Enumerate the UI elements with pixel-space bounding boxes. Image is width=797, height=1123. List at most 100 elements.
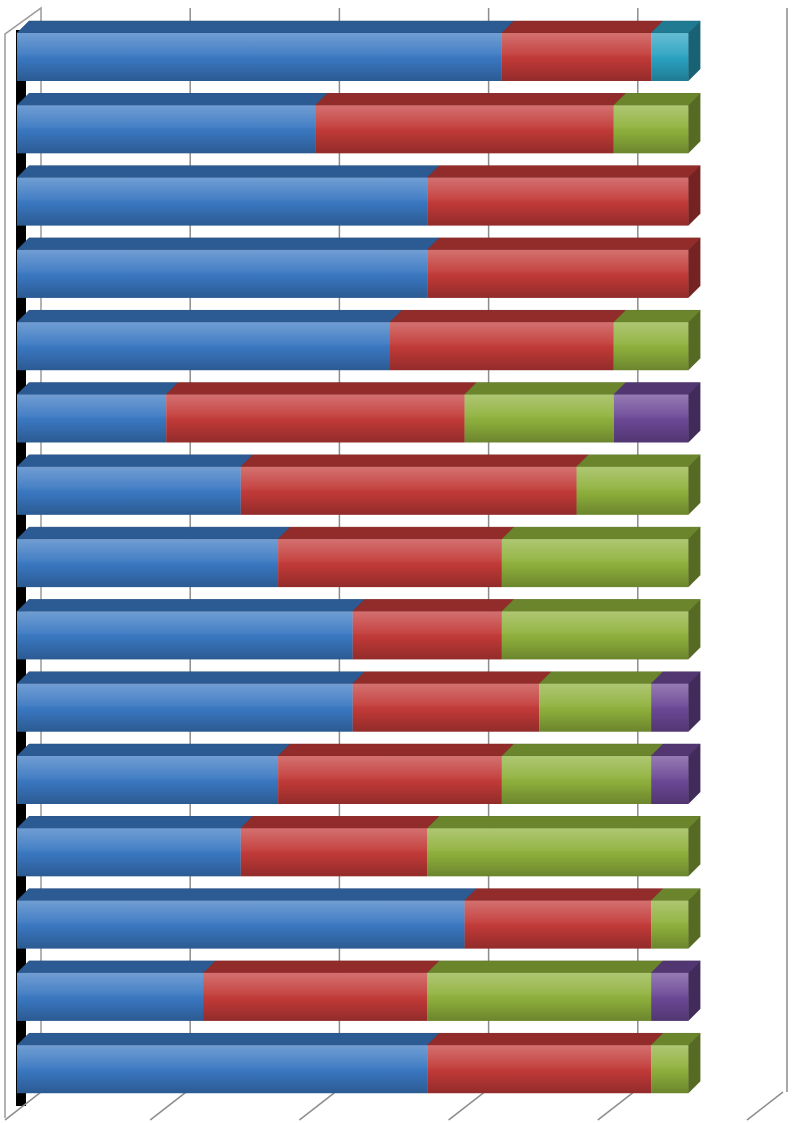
- bar-segment-shine: [464, 900, 652, 949]
- bar-end-cap: [688, 960, 701, 1021]
- bar-segment-top: [426, 1032, 664, 1046]
- bar-group-4: [16, 237, 702, 298]
- bar-end-cap: [688, 93, 701, 154]
- bar-end-cap: [688, 21, 701, 81]
- bar-segment-shine: [464, 394, 614, 443]
- bar-segment-top: [613, 382, 702, 395]
- bar-segment-shine: [240, 828, 428, 877]
- bar-segment-shine: [390, 322, 614, 371]
- bar-segment-shine: [427, 249, 689, 298]
- bar-group-6: [16, 382, 702, 443]
- bar-segment-top: [389, 309, 627, 323]
- bar-end-cap: [688, 744, 701, 804]
- bar-segment-top: [277, 743, 515, 757]
- bar-segment-shine: [501, 756, 652, 804]
- bar-segment-shine: [651, 33, 689, 81]
- floor-gridline: [448, 1091, 486, 1121]
- bar-segment-shine: [651, 900, 689, 949]
- bar-segment-top: [613, 93, 702, 106]
- bar-segment-top: [501, 599, 702, 612]
- bar-end-cap: [688, 454, 701, 515]
- bar-segment-shine: [17, 322, 390, 371]
- bar-segment-shine: [501, 539, 689, 588]
- bar-group-10: [16, 671, 702, 732]
- bar-segment-top: [16, 309, 403, 323]
- bar-segment-top: [240, 454, 590, 468]
- bar-segment-top: [16, 382, 179, 395]
- bar-group-14: [16, 960, 702, 1021]
- bar-segment-shine: [17, 900, 465, 949]
- bars-layer: [16, 20, 702, 1094]
- bar-group-11: [16, 743, 702, 804]
- bar-segment-top: [16, 165, 440, 178]
- bar-segment-top: [501, 20, 664, 34]
- bar-group-7: [16, 454, 702, 515]
- bar-segment-top: [352, 599, 515, 612]
- bar-segment-shine: [17, 394, 167, 443]
- bar-segment-shine: [576, 466, 689, 515]
- bar-segment-top: [240, 816, 440, 829]
- bar-segment-shine: [613, 322, 689, 371]
- floor-gridline: [746, 1091, 784, 1121]
- bar-segment-shine: [17, 466, 241, 515]
- bar-segment-top: [501, 743, 664, 757]
- bar-segment-shine: [278, 539, 502, 588]
- bar-segment-top: [165, 382, 478, 395]
- bar-segment-top: [426, 237, 702, 251]
- bar-end-cap: [688, 816, 701, 877]
- bar-segment-shine: [17, 1045, 428, 1094]
- bar-end-cap: [688, 671, 701, 732]
- bar-segment-shine: [203, 972, 428, 1021]
- bar-segment-shine: [17, 828, 241, 877]
- bar-group-9: [16, 599, 702, 660]
- bar-segment-shine: [240, 466, 577, 515]
- bar-segment-shine: [651, 1045, 689, 1094]
- floor-gridline: [149, 1091, 187, 1121]
- bar-segment-shine: [17, 249, 428, 298]
- bar-segment-top: [352, 671, 552, 684]
- bar-segment-top: [16, 743, 291, 757]
- bar-group-1: [16, 20, 702, 81]
- bar-segment-top: [575, 454, 702, 468]
- bar-segment-shine: [17, 683, 353, 732]
- bar-segment-shine: [315, 105, 614, 154]
- bar-segment-top: [16, 671, 366, 684]
- bar-end-cap: [688, 527, 701, 588]
- floor-gridline: [298, 1091, 336, 1121]
- bar-group-12: [16, 816, 702, 877]
- bar-segment-top: [16, 20, 515, 34]
- bar-end-cap: [688, 1033, 701, 1094]
- bar-segment-top: [426, 165, 702, 178]
- floor-gridline: [4, 1091, 42, 1121]
- bar-segment-shine: [613, 105, 689, 154]
- bar-segment-top: [501, 526, 702, 540]
- bar-segment-top: [277, 526, 515, 540]
- bar-group-5: [16, 309, 702, 371]
- bar-segment-shine: [427, 1045, 652, 1094]
- bar-segment-shine: [427, 828, 689, 877]
- bar-segment-top: [426, 816, 702, 829]
- bar-segment-shine: [166, 394, 465, 443]
- bar-group-3: [16, 165, 702, 226]
- bar-segment-shine: [352, 611, 502, 660]
- bar-segment-top: [16, 888, 478, 901]
- bar-segment-shine: [651, 972, 689, 1021]
- bar-group-15: [16, 1032, 702, 1094]
- bar-segment-top: [16, 93, 329, 106]
- bar-segment-shine: [278, 756, 502, 804]
- bar-segment-shine: [651, 756, 689, 804]
- bar-segment-shine: [17, 756, 279, 804]
- bar-segment-shine: [651, 683, 689, 732]
- bar-end-cap: [688, 237, 701, 298]
- bar-segment-shine: [17, 611, 353, 660]
- bar-segment-shine: [427, 177, 689, 226]
- bar-segment-top: [16, 237, 440, 251]
- bar-segment-shine: [352, 683, 540, 732]
- bar-segment-top: [16, 526, 291, 540]
- bar-end-cap: [688, 165, 701, 226]
- bar-end-cap: [688, 310, 701, 371]
- bar-segment-shine: [17, 177, 428, 226]
- bar-group-13: [16, 888, 702, 949]
- bar-segment-shine: [501, 33, 652, 81]
